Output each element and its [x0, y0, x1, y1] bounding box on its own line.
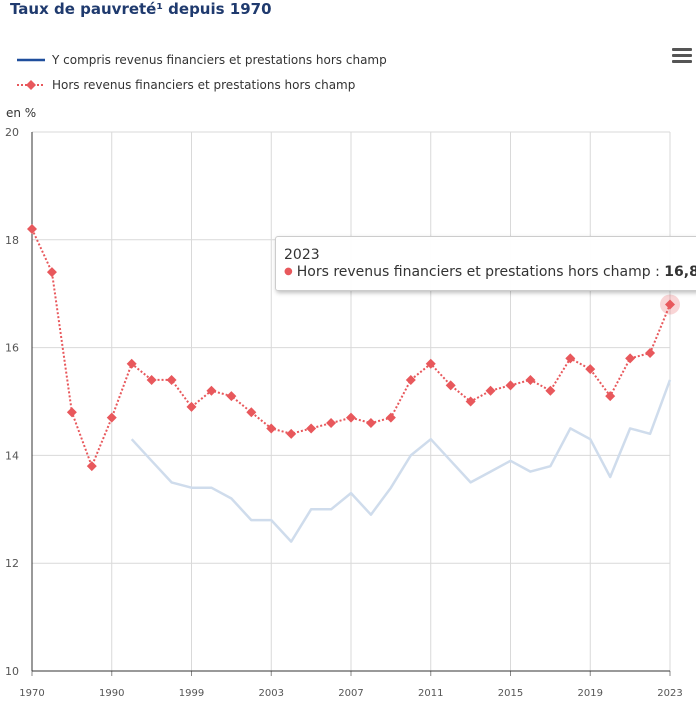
tooltip-year: 2023 [284, 247, 320, 263]
x-tick-label: 2015 [498, 688, 523, 699]
legend-label-series2: Hors revenus financiers et prestations h… [52, 78, 356, 92]
data-point-hors-revenus [166, 374, 177, 385]
data-point-hors-revenus [665, 299, 675, 310]
data-point-hors-revenus [66, 407, 77, 418]
tooltip: 2023 ● Hors revenus financiers et prestat… [275, 236, 696, 291]
data-point-hors-revenus [445, 380, 456, 391]
x-tick-label: 1990 [99, 688, 124, 699]
y-tick-label: 18 [5, 234, 19, 247]
y-tick-label: 16 [5, 342, 19, 355]
chart-title: Taux de pauvreté¹ depuis 1970 [10, 0, 272, 18]
legend-label-series1: Y compris revenus financiers et prestati… [52, 53, 387, 67]
data-point-hors-revenus [585, 364, 596, 375]
y-tick-label: 12 [5, 557, 19, 570]
data-point-hors-revenus [266, 423, 277, 434]
x-tick-label: 2003 [259, 688, 284, 699]
y-tick-label: 14 [5, 449, 19, 462]
x-tick-label: 2019 [578, 688, 603, 699]
x-tick-label: 2023 [657, 688, 682, 699]
legend-item-series2[interactable]: Hors revenus financiers et prestations h… [16, 78, 355, 92]
data-point-hors-revenus [246, 407, 257, 418]
tooltip-series-label: Hors revenus financiers et prestations h… [296, 264, 651, 280]
data-point-hors-revenus [425, 358, 436, 369]
data-point-hors-revenus [405, 374, 416, 385]
data-point-hors-revenus [86, 461, 97, 472]
legend-item-series1[interactable]: Y compris revenus financiers et prestati… [16, 53, 387, 67]
data-point-hors-revenus [625, 353, 636, 364]
x-tick-label: 1999 [179, 688, 204, 699]
data-point-hors-revenus [545, 385, 556, 396]
data-point-hors-revenus [286, 428, 297, 439]
data-point-hors-revenus [186, 401, 197, 412]
legend-line-solid-icon [17, 58, 45, 62]
data-point-hors-revenus [346, 412, 356, 423]
y-axis-unit-label: en % [6, 106, 37, 120]
data-point-hors-revenus [525, 374, 536, 385]
data-point-hors-revenus [306, 423, 317, 434]
x-tick-label: 2007 [338, 688, 363, 699]
data-point-hors-revenus [465, 396, 476, 407]
data-point-hors-revenus [226, 391, 237, 402]
y-tick-label: 10 [5, 665, 19, 678]
series-line-y-compris [130, 379, 672, 543]
hamburger-menu-icon[interactable] [672, 48, 692, 66]
data-point-hors-revenus [485, 385, 496, 396]
data-point-hors-revenus [27, 224, 37, 235]
tooltip-separator: : [650, 264, 665, 280]
tooltip-value: 16,8 % [664, 264, 696, 280]
data-point-hors-revenus [326, 418, 337, 429]
tooltip-row: ● Hors revenus financiers et prestations … [284, 264, 696, 280]
x-tick-label: 1970 [19, 688, 44, 699]
data-point-hors-revenus [385, 412, 396, 423]
data-point-hors-revenus [505, 380, 516, 391]
series-line-hors-revenus [31, 228, 671, 469]
data-point-hors-revenus [605, 391, 616, 402]
legend-line-dotted-diamond-icon [17, 80, 45, 90]
data-point-hors-revenus [146, 374, 157, 385]
data-point-hors-revenus [106, 412, 117, 423]
data-point-hors-revenus [206, 385, 217, 396]
data-point-hors-revenus [565, 353, 576, 364]
data-point-hors-revenus [365, 418, 376, 429]
data-point-hors-revenus [46, 267, 57, 278]
y-tick-label: 20 [5, 126, 19, 139]
x-tick-label: 2011 [418, 688, 443, 699]
data-point-hors-revenus [645, 347, 656, 358]
data-point-hors-revenus [126, 358, 137, 369]
tooltip-series-dot-icon: ● [284, 266, 293, 277]
